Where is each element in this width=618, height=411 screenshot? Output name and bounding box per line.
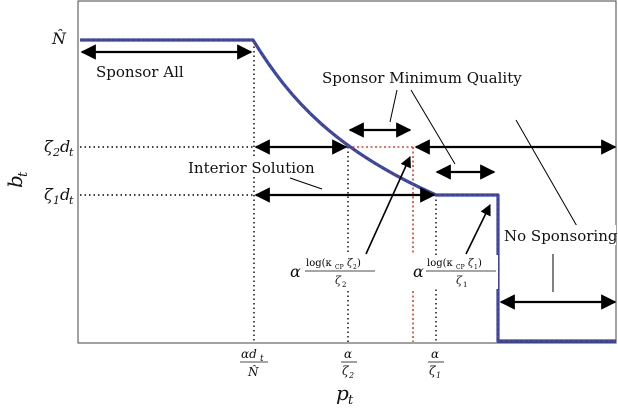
leader-lines xyxy=(289,89,579,292)
range-arrows xyxy=(80,44,617,310)
ytick-zeta2-t: t xyxy=(69,146,74,159)
xtick2-den: ζ xyxy=(342,364,350,378)
formula2-num-zeta-sub: 1 xyxy=(474,264,478,271)
leader-smq-1 xyxy=(389,89,398,123)
formula1-den-sub: 2 xyxy=(342,281,346,289)
leader-smq-2 xyxy=(410,89,456,165)
ytick-zeta2-sub: 2 xyxy=(52,146,60,159)
policy-curve xyxy=(80,38,616,343)
xtick2-num: α xyxy=(344,347,352,361)
formula2-den: ζ xyxy=(456,274,463,287)
label-sponsor-min-quality: Sponsor Minimum Quality xyxy=(322,69,522,87)
policy-curve-overlay xyxy=(80,39,616,342)
formula2-num-zeta: ζ xyxy=(468,258,474,269)
ytick-zeta1-symbol: ζ xyxy=(44,185,54,204)
ytick-zeta2-symbol: ζ xyxy=(44,137,54,156)
xtick-alpha-dt-over-n: αd t N̂ xyxy=(240,347,268,379)
interior-label-bg xyxy=(185,157,319,177)
xtick3-den-sub: 1 xyxy=(436,371,441,380)
formula2-den-sub: 1 xyxy=(463,281,467,289)
xtick1-num: αd xyxy=(241,347,257,361)
formula2-alpha: α xyxy=(413,262,424,281)
x-axis-label: p t xyxy=(336,381,354,408)
formula1-num-close: ) xyxy=(357,258,361,269)
ytick-n-hat: N̂ xyxy=(51,29,67,48)
no-sponsoring-label-bg xyxy=(502,225,616,245)
formula1-num-sub: CP xyxy=(335,264,344,271)
formula1-alpha: α xyxy=(290,262,301,281)
xtick3-den: ζ xyxy=(429,364,437,378)
formula1-bg xyxy=(287,255,379,289)
label-sponsor-all: Sponsor All xyxy=(96,63,184,81)
formula2-num: log(κ xyxy=(427,258,454,269)
leader-nosp-1 xyxy=(515,119,579,229)
formula1-num-zeta: ζ xyxy=(347,258,353,269)
y-axis-label: b t xyxy=(3,171,31,188)
pointer-formula2 xyxy=(465,203,491,255)
ytick-zeta2-dt: ζ 2 d t xyxy=(44,137,74,159)
guide-lines xyxy=(80,42,437,342)
ytick-zeta2-d: d xyxy=(60,137,70,156)
label-interior-solution: Interior Solution xyxy=(188,159,315,177)
x-axis-label-sub: t xyxy=(348,393,354,408)
min-quality-lines xyxy=(348,146,414,342)
y-axis-label-sub: t xyxy=(16,171,31,177)
pointer-arrows xyxy=(365,155,491,255)
formula2-bg xyxy=(412,255,498,289)
plot-frame xyxy=(77,0,617,344)
formula-log-zeta2: α log(κ CP ζ 2 ) ζ 2 xyxy=(290,258,375,289)
xtick2-den-sub: 2 xyxy=(348,371,354,380)
formula1-num-zeta-sub: 2 xyxy=(353,264,357,271)
xtick3-num: α xyxy=(431,347,439,361)
pointer-formula1 xyxy=(365,155,411,255)
ytick-zeta1-t: t xyxy=(69,194,74,207)
xtick1-den: N̂ xyxy=(247,364,259,379)
y-axis-label-main: b xyxy=(3,175,27,188)
ytick-zeta1-dt: ζ 1 d t xyxy=(44,185,74,207)
formula1-num: log(κ xyxy=(306,258,333,269)
xtick-alpha-over-zeta2: α ζ 2 xyxy=(341,347,357,380)
formula1-den: ζ xyxy=(335,274,342,287)
xtick-alpha-over-zeta1: α ζ 1 xyxy=(428,347,444,380)
xtick1-num-sub: t xyxy=(260,354,264,364)
formula-log-zeta1: α log(κ CP ζ 1 ) ζ 1 xyxy=(413,258,496,289)
ytick-zeta1-sub: 1 xyxy=(53,194,60,207)
formula2-num-sub: CP xyxy=(456,264,465,271)
ytick-zeta1-d: d xyxy=(60,185,70,204)
x-axis-label-main: p xyxy=(336,381,349,405)
leader-interior xyxy=(289,177,323,190)
label-no-sponsoring: No Sponsoring xyxy=(504,227,618,245)
formula2-num-close: ) xyxy=(478,258,482,269)
